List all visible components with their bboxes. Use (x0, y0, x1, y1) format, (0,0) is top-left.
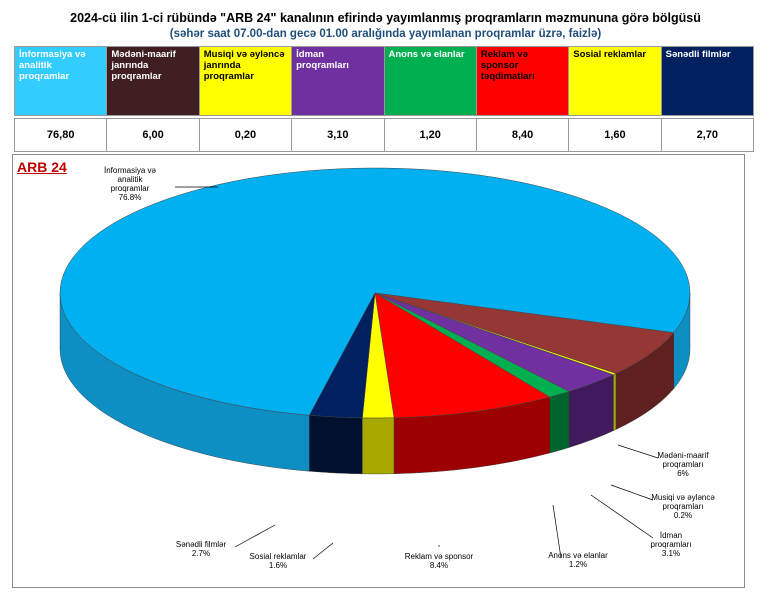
leader-line (617, 444, 659, 459)
chart-subtitle: (səhər saat 07.00-dan gecə 01.00 aralığı… (169, 28, 602, 40)
pie-slice-side (549, 391, 570, 454)
category-header-cell: Anons və elanlar (383, 46, 477, 116)
leader-line (610, 484, 654, 501)
category-header-cell: İdman proqramları (291, 46, 385, 116)
pie-chart-panel: ARB 24 İnformasiya və analitik proqramlar 7… (12, 154, 745, 588)
pie-slice-side (362, 417, 395, 475)
category-header-cell: Reklam və sponsor təqdimatları (475, 46, 570, 116)
pie-slice-label: Reklam və sponsor 8.4% (405, 552, 474, 570)
pie-slice-label: Sosial reklamlar 1.6% (250, 552, 307, 570)
pie-slice-label: İnformasiya və analitik proqramlar 76.8% (104, 166, 157, 202)
category-header-cell: Mədəni-maarif janrında proqramlar (106, 46, 200, 116)
category-header-cell: Sənədli filmlər (660, 46, 755, 116)
category-value-cell: 8,40 (475, 118, 570, 152)
pie-chart: İnformasiya və analitik proqramlar 76.8% Məd… (59, 166, 715, 570)
category-value-cell: 76,80 (13, 118, 108, 152)
pie-slice-side (309, 415, 363, 475)
pie-slice-label: Musiqi və əyləncə proqramları 0.2% (651, 493, 715, 520)
category-value-cell: 0,20 (198, 118, 293, 152)
pie-slice (59, 167, 691, 416)
category-value-row: 76,80 6,00 0,20 3,10 1,20 8,40 1,60 2,70 (13, 118, 755, 152)
pie-slice (374, 292, 551, 419)
category-header-cell: Sosial reklamlar (568, 46, 662, 116)
pie-slice-label: Anons və elanlar 1.2% (548, 551, 608, 569)
pie-slice-label: Mədəni-maarif proqramları 6% (657, 451, 709, 478)
category-value-cell: 2,70 (660, 118, 755, 152)
pie-slice (308, 292, 376, 419)
leader-line (234, 524, 276, 548)
category-header-cell: Musiqi və əyləncə janrında proqramlar (198, 46, 293, 116)
pie-chart-title: ARB 24 (17, 159, 67, 175)
category-header-row: İnformasiya və analitik proqramlar Mədən… (13, 46, 755, 116)
category-value-cell: 1,60 (568, 118, 662, 152)
category-value-cell: 6,00 (106, 118, 200, 152)
category-table: İnformasiya və analitik proqramlar Mədən… (13, 46, 755, 152)
pie-slice-label: İdman proqramları 3.1% (651, 531, 692, 558)
category-value-cell: 3,10 (291, 118, 385, 152)
category-value-cell: 1,20 (383, 118, 477, 152)
category-header-cell: İnformasiya və analitik proqramlar (13, 46, 108, 116)
leader-line (552, 504, 562, 559)
chart-main-title: 2024-cü ilin 1-ci rübündə "ARB 24" kanal… (70, 11, 701, 25)
pie-slice-side (613, 373, 617, 432)
leader-line (312, 542, 334, 560)
leader-line (590, 494, 654, 539)
pie-slice-label: Sənədli filmlər 2.7% (176, 540, 227, 558)
pie-slice (374, 292, 675, 374)
